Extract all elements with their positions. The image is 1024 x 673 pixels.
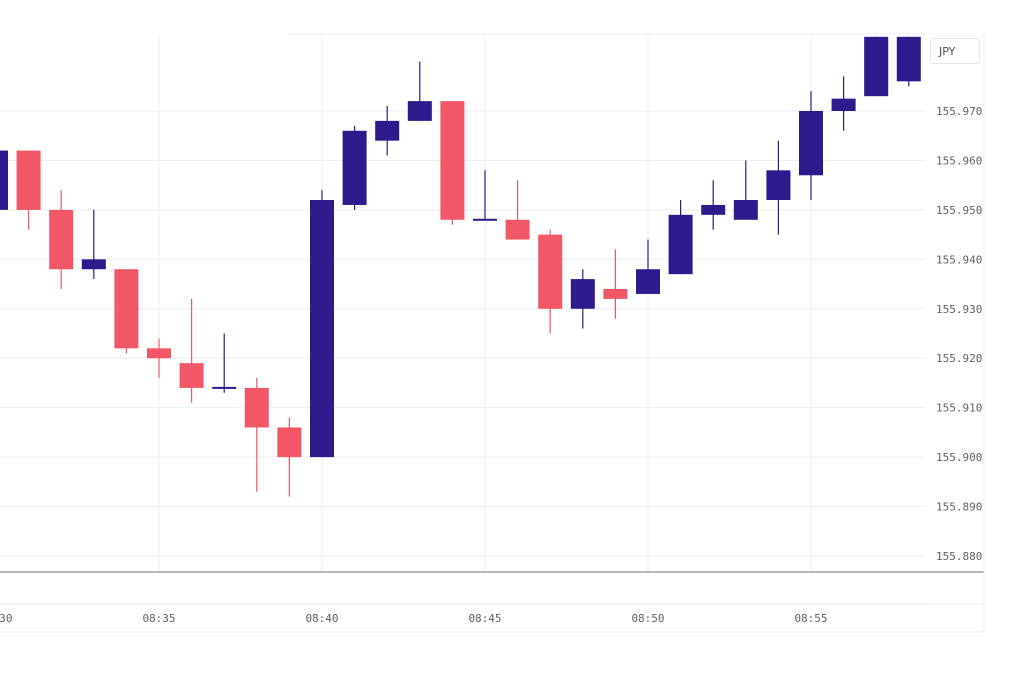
candle-body-down[interactable]	[114, 269, 139, 349]
x-tick-label: 08:45	[468, 612, 501, 625]
candle-body-up[interactable]	[81, 259, 106, 270]
candle-body-up[interactable]	[831, 98, 856, 111]
candle-body-up[interactable]	[733, 200, 758, 220]
candle-body-down[interactable]	[49, 209, 74, 270]
y-axis-tick-labels: 155.970 155.960 155.950 155.940 155.930 155.9…	[936, 105, 982, 563]
x-tick-label: 08:35	[142, 612, 175, 625]
x-tick-label: 08:55	[794, 612, 827, 625]
candle-body-down[interactable]	[179, 363, 204, 388]
x-axis-tick-labels: 08:30 08:35 08:40 08:45 08:50 08:55	[0, 612, 828, 625]
y-tick-label: 155.960	[936, 154, 982, 167]
candle-body-up[interactable]	[212, 386, 237, 389]
y-tick-label: 155.940	[936, 253, 982, 266]
y-tick-label: 155.970	[936, 105, 982, 118]
x-tick-label: 08:30	[0, 612, 13, 625]
y-tick-label: 155.910	[936, 402, 982, 415]
candle-body-up[interactable]	[896, 36, 921, 82]
candle-bodies	[0, 36, 921, 458]
axes	[0, 34, 985, 633]
y-tick-label: 155.880	[936, 550, 982, 563]
y-tick-label: 155.890	[936, 501, 982, 514]
candle-body-up[interactable]	[701, 204, 726, 215]
candle-body-down[interactable]	[538, 234, 563, 309]
x-tick-label: 08:40	[305, 612, 338, 625]
candle-body-up[interactable]	[473, 218, 497, 221]
candle-body-down[interactable]	[277, 427, 302, 458]
candle-body-up[interactable]	[310, 200, 334, 458]
candle-body-up[interactable]	[375, 120, 400, 141]
candle-body-up[interactable]	[799, 111, 823, 176]
candle-body-up[interactable]	[407, 101, 432, 121]
y-tick-label: 155.950	[936, 204, 982, 217]
candle-body-down[interactable]	[440, 101, 465, 220]
candle-body-down[interactable]	[603, 289, 628, 299]
candle-body-up[interactable]	[766, 170, 791, 200]
x-tick-label: 08:50	[631, 612, 664, 625]
currency-badge[interactable]: JPY	[930, 38, 980, 64]
candle-body-up[interactable]	[342, 130, 367, 205]
candle-body-up[interactable]	[636, 269, 660, 294]
candle-body-down[interactable]	[16, 150, 41, 210]
y-tick-label: 155.920	[936, 352, 982, 365]
candle-body-up[interactable]	[0, 150, 8, 210]
candle-body-up[interactable]	[864, 36, 889, 97]
candle-body-up[interactable]	[668, 214, 693, 275]
candle-body-up[interactable]	[570, 279, 595, 309]
y-tick-label: 155.900	[936, 451, 982, 464]
candle-body-down[interactable]	[244, 387, 269, 428]
candle-body-down[interactable]	[147, 348, 171, 359]
y-tick-label: 155.930	[936, 303, 982, 316]
candle-body-down[interactable]	[505, 219, 530, 240]
